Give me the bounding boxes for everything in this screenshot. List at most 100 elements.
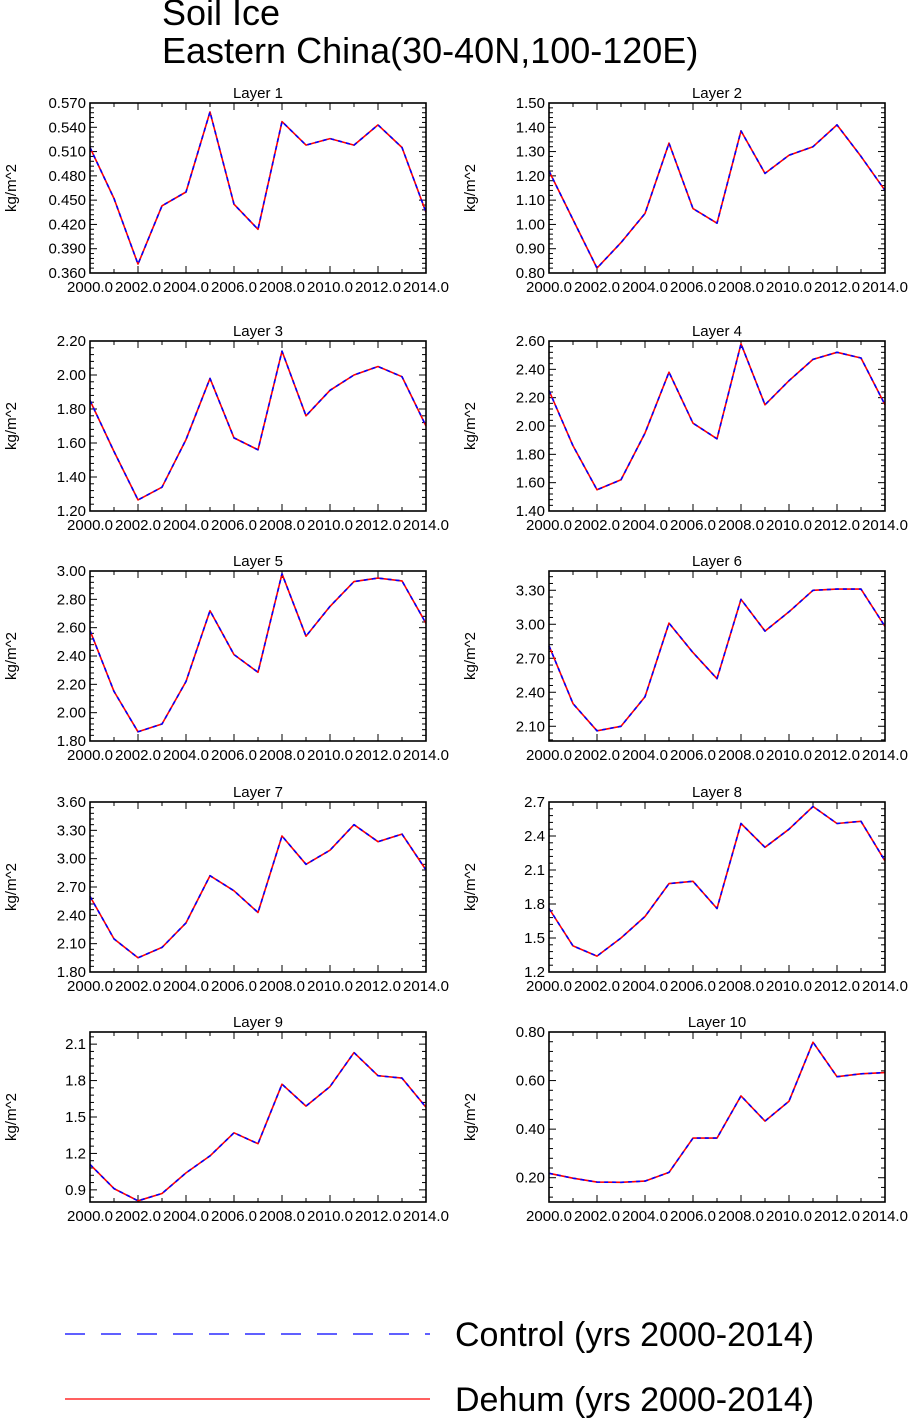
- series-line-control: [89, 823, 427, 959]
- x-tick-label: 2002.0: [574, 978, 620, 995]
- plot-frame: [89, 340, 427, 512]
- chart-title: Layer 5: [233, 553, 283, 570]
- chart-title: Layer 1: [233, 85, 283, 102]
- series-line-control: [89, 111, 427, 265]
- plot-frame: [89, 1031, 427, 1203]
- figure-title-line2: Eastern China(30-40N,100-120E): [162, 30, 699, 71]
- x-tick-label: 2012.0: [355, 517, 401, 534]
- x-tick-label: 2004.0: [163, 747, 209, 764]
- y-axis-label: kg/m^2: [3, 164, 20, 212]
- y-tick-label: 1.80: [57, 401, 86, 418]
- plot-frame: [548, 102, 886, 274]
- x-tick-label: 2010.0: [766, 279, 812, 296]
- y-axis-label: kg/m^2: [3, 632, 20, 680]
- x-tick-label: 2002.0: [115, 978, 161, 995]
- series-line-dehum: [89, 111, 427, 265]
- x-tick-label: 2006.0: [211, 978, 257, 995]
- y-tick-label: 3.00: [57, 563, 86, 580]
- y-tick-label: 2.40: [516, 361, 545, 378]
- x-tick-label: 2000.0: [67, 1208, 113, 1225]
- x-tick-label: 2008.0: [718, 978, 764, 995]
- x-tick-label: 2000.0: [67, 978, 113, 995]
- x-tick-label: 2012.0: [355, 747, 401, 764]
- x-tick-label: 2014.0: [862, 1208, 908, 1225]
- x-tick-label: 2004.0: [163, 279, 209, 296]
- y-axis-label: kg/m^2: [462, 632, 479, 680]
- x-tick-label: 2008.0: [718, 747, 764, 764]
- y-tick-label: 2.20: [516, 390, 545, 407]
- y-tick-label: 2.1: [524, 862, 545, 879]
- y-tick-label: 2.70: [516, 650, 545, 667]
- y-axis-label: kg/m^2: [3, 402, 20, 450]
- x-tick-label: 2000.0: [526, 747, 572, 764]
- y-tick-label: 0.360: [48, 265, 86, 282]
- y-axis-label: kg/m^2: [462, 1093, 479, 1141]
- series-line-control: [548, 1041, 886, 1184]
- y-tick-label: 2.10: [516, 718, 545, 735]
- y-tick-label: 0.480: [48, 168, 86, 185]
- x-tick-label: 2004.0: [163, 517, 209, 534]
- y-tick-label: 1.80: [57, 733, 86, 750]
- x-tick-label: 2002.0: [574, 747, 620, 764]
- y-tick-label: 1.20: [57, 503, 86, 520]
- figure-title-line1: Soil Ice: [162, 0, 281, 33]
- chart-panel-layer-1: Layer 1 kg/m^2 2000.0 2002.0 2004.0 2006.0 200…: [3, 85, 449, 296]
- series-line-dehum: [89, 823, 427, 959]
- legend-label: Dehum (yrs 2000-2014): [455, 1381, 814, 1418]
- x-tick-label: 2014.0: [862, 517, 908, 534]
- x-tick-label: 2006.0: [670, 978, 716, 995]
- x-tick-label: 2012.0: [355, 279, 401, 296]
- x-tick-label: 2014.0: [403, 279, 449, 296]
- chart-title: Layer 4: [692, 323, 742, 340]
- chart-title: Layer 2: [692, 85, 742, 102]
- y-tick-label: 0.570: [48, 95, 86, 112]
- y-tick-label: 1.80: [57, 964, 86, 981]
- y-tick-label: 2.40: [516, 684, 545, 701]
- y-tick-label: 2.7: [524, 794, 545, 811]
- x-tick-label: 2002.0: [115, 279, 161, 296]
- series-line-control: [548, 805, 886, 957]
- series-line-dehum: [548, 1041, 886, 1184]
- y-tick-label: 1.5: [524, 930, 545, 947]
- x-tick-label: 2014.0: [403, 1208, 449, 1225]
- chart-panel-layer-7: Layer 7 kg/m^2 2000.0 2002.0 2004.0 2006.0 200…: [3, 784, 449, 995]
- y-tick-label: 0.420: [48, 216, 86, 233]
- y-tick-label: 0.80: [516, 1024, 545, 1041]
- x-tick-label: 2008.0: [718, 279, 764, 296]
- y-tick-label: 0.90: [516, 241, 545, 258]
- x-tick-label: 2004.0: [622, 279, 668, 296]
- y-tick-label: 1.10: [516, 192, 545, 209]
- x-tick-label: 2008.0: [259, 747, 305, 764]
- series-line-dehum: [548, 805, 886, 957]
- x-tick-label: 2008.0: [259, 1208, 305, 1225]
- y-tick-label: 2.40: [57, 648, 86, 665]
- y-tick-label: 2.00: [516, 418, 545, 435]
- plot-frame: [89, 102, 427, 274]
- y-tick-label: 0.60: [516, 1073, 545, 1090]
- x-tick-label: 2008.0: [259, 517, 305, 534]
- x-tick-label: 2014.0: [862, 978, 908, 995]
- chart-panel-layer-4: Layer 4 kg/m^2 2000.0 2002.0 2004.0 2006.0 200…: [462, 323, 908, 534]
- y-axis-label: kg/m^2: [462, 863, 479, 911]
- y-axis-label: kg/m^2: [462, 164, 479, 212]
- x-tick-label: 2004.0: [163, 1208, 209, 1225]
- x-tick-label: 2014.0: [403, 747, 449, 764]
- y-tick-label: 1.2: [524, 964, 545, 981]
- x-tick-label: 2000.0: [526, 1208, 572, 1225]
- series-line-control: [89, 1051, 427, 1202]
- y-tick-label: 3.00: [516, 616, 545, 633]
- legend-label: Control (yrs 2000-2014): [455, 1316, 814, 1354]
- x-tick-label: 2012.0: [814, 1208, 860, 1225]
- plot-frame: [89, 801, 427, 973]
- series-line-control: [548, 124, 886, 269]
- x-tick-label: 2002.0: [115, 517, 161, 534]
- y-tick-label: 2.20: [57, 333, 86, 350]
- x-tick-label: 2002.0: [574, 279, 620, 296]
- x-tick-label: 2012.0: [814, 747, 860, 764]
- x-tick-label: 2000.0: [526, 978, 572, 995]
- x-tick-label: 2012.0: [814, 279, 860, 296]
- figure-title: Soil Ice Eastern China(30-40N,100-120E): [162, 0, 698, 70]
- x-tick-label: 2008.0: [259, 978, 305, 995]
- chart-panel-layer-3: Layer 3 kg/m^2 2000.0 2002.0 2004.0 2006.0 200…: [3, 323, 449, 534]
- chart-panel-layer-9: Layer 9 kg/m^2 2000.0 2002.0 2004.0 2006.0 200…: [3, 1014, 449, 1225]
